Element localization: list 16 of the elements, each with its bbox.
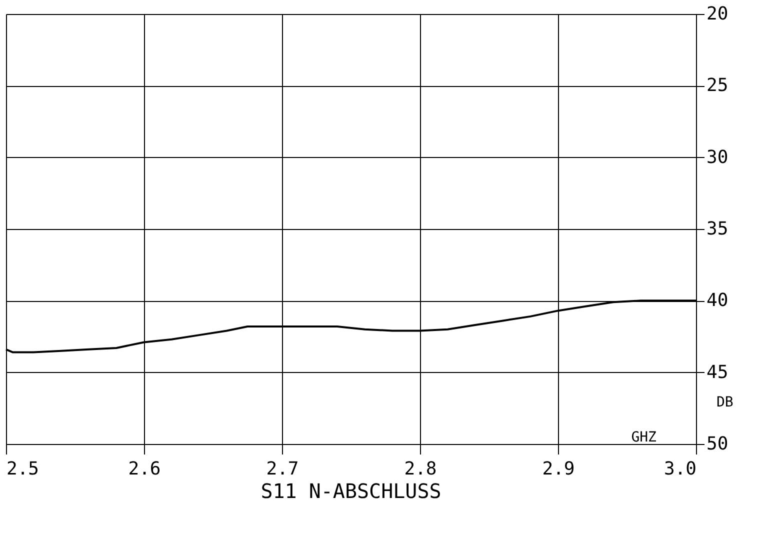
x-tick-label: 2.9 [542,458,575,480]
y-tick-label: 25 [706,75,728,96]
x-tick-label: 2.8 [404,458,437,480]
y-tick-label: 50 [706,434,728,454]
x-tick-label: 2.5 [6,458,40,480]
y-tick-label: 20 [706,4,728,24]
y-tick-label: 35 [706,218,728,240]
y-tick-label: 30 [706,146,728,168]
x-tick-label: 2.6 [128,458,161,480]
x-axis-title: GHZ [631,430,656,446]
text: S11 N-ABSCHLUSS [260,479,442,503]
y-tick-label: 45 [706,362,728,383]
y-tick-label: 40 [706,290,728,312]
x-tick-label: 3.0 [664,458,696,480]
x-tick-label: 2.7 [266,458,299,480]
y-axis-title: DB [716,394,734,410]
